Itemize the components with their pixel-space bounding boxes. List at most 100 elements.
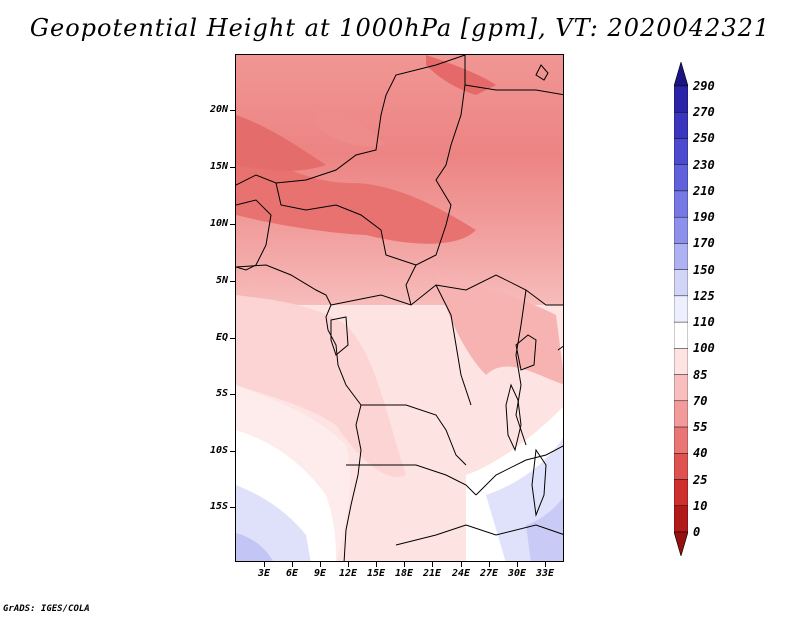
- colorbar-label: 85: [693, 367, 708, 382]
- lon-tick: [376, 562, 377, 567]
- lon-tick: [489, 562, 490, 567]
- colorbar-segment: [674, 348, 688, 375]
- border-equatorial-guinea: [330, 316, 349, 356]
- lon-label-3e: 3E: [257, 568, 271, 579]
- colorbar-label: 25: [693, 472, 708, 487]
- colorbar-segment: [674, 374, 688, 402]
- lon-tick: [348, 562, 349, 567]
- lat-tick: [230, 281, 235, 282]
- colorbar-label: 270: [693, 105, 715, 120]
- lon-label-24e: 24E: [451, 568, 471, 579]
- lon-label-30e: 30E: [507, 568, 527, 579]
- border-central-north: [405, 55, 466, 306]
- colorbar-segment: [674, 269, 688, 297]
- grads-credit: GrADS: IGES/COLA: [3, 604, 90, 614]
- colorbar-segment: [674, 400, 688, 428]
- colorbar-label: 70: [693, 393, 708, 408]
- colorbar-segment: [674, 112, 688, 139]
- colorbar-label: 55: [693, 420, 708, 435]
- lon-label-12e: 12E: [338, 568, 358, 579]
- lon-label-33e: 33E: [535, 568, 555, 579]
- colorbar-cap-top: [674, 62, 688, 87]
- field-east-medium: [436, 275, 563, 385]
- lon-label-15e: 15E: [366, 568, 386, 579]
- border-great-lakes: [515, 289, 527, 446]
- field-core-inner: [316, 105, 386, 147]
- lat-tick: [230, 224, 235, 225]
- border-sahel: [275, 182, 417, 266]
- colorbar-label: 290: [693, 79, 715, 93]
- colorbar-label: 0: [693, 525, 701, 539]
- lon-tick: [320, 562, 321, 567]
- lat-label-15n: 15N: [209, 161, 228, 172]
- lake-malawi: [531, 448, 547, 517]
- lon-label-9e: 9E: [313, 568, 327, 579]
- colorbar-label: 190: [693, 210, 715, 225]
- lat-tick: [230, 167, 235, 168]
- field-core-north: [426, 55, 496, 95]
- lon-label-21e: 21E: [422, 568, 442, 579]
- lon-label-6e: 6E: [285, 568, 299, 579]
- lat-label-10s: 10S: [209, 445, 228, 456]
- lat-label-eq: EQ: [215, 332, 228, 343]
- border-drc-east: [435, 284, 472, 406]
- colorbar-segment: [674, 243, 688, 270]
- lat-label-15s: 15S: [209, 501, 228, 512]
- colorbar-segment: [674, 479, 688, 506]
- colorbar-label: 170: [693, 236, 715, 251]
- colorbar-segment: [674, 190, 688, 218]
- lat-tick: [230, 507, 235, 508]
- border-sahara: [236, 55, 466, 186]
- lat-tick: [230, 394, 235, 395]
- lat-label-20n: 20N: [209, 104, 228, 115]
- coast-east: [557, 345, 563, 351]
- colorbar-segment: [674, 216, 688, 244]
- lat-label-5n: 5N: [215, 275, 228, 286]
- lat-tick: [230, 338, 235, 339]
- coast-atlantic-south: [343, 404, 362, 561]
- map-plot-area: [235, 54, 564, 562]
- colorbar-label: 250: [693, 131, 715, 146]
- colorbar-segment: [674, 426, 688, 454]
- lat-tick: [230, 110, 235, 111]
- colorbar-segment: [674, 321, 688, 349]
- field-core-central: [236, 145, 476, 244]
- border-congo-angola: [361, 404, 467, 466]
- colorbar-segment: [674, 453, 688, 480]
- coast-red-sea: [535, 64, 549, 81]
- lat-tick: [230, 451, 235, 452]
- height-field-map: [236, 55, 563, 561]
- colorbar-label: 150: [693, 262, 715, 277]
- lon-label-18e: 18E: [394, 568, 414, 579]
- colorbar-label: 100: [693, 341, 715, 356]
- colorbar-cap-bottom: [674, 531, 688, 556]
- colorbar-segment: [674, 505, 688, 533]
- colorbar-label: 230: [693, 157, 715, 172]
- lon-tick: [545, 562, 546, 567]
- lon-tick: [264, 562, 265, 567]
- border-angola-zambia: [346, 464, 477, 496]
- colorbar-label: 210: [693, 183, 715, 198]
- colorbar-label: 125: [693, 288, 715, 303]
- field-core-west: [236, 115, 326, 171]
- colorbar-segment: [674, 295, 688, 323]
- colorbar-segment: [674, 164, 688, 192]
- colorbar-segment: [674, 138, 688, 165]
- colorbar-label: 40: [693, 446, 708, 461]
- lon-tick: [292, 562, 293, 567]
- lake-victoria: [515, 334, 537, 371]
- lon-tick: [432, 562, 433, 567]
- lon-tick: [517, 562, 518, 567]
- lat-label-5s: 5S: [215, 388, 228, 399]
- borders: [236, 55, 563, 561]
- border-west-coast: [236, 199, 272, 271]
- chart-title: Geopotential Height at 1000hPa [gpm], VT…: [29, 14, 771, 42]
- field-southwest-blue: [236, 533, 273, 561]
- colorbar-label: 110: [693, 315, 715, 330]
- lake-tanganyika: [505, 383, 522, 452]
- lat-label-10n: 10N: [209, 218, 228, 229]
- border-northeast: [464, 84, 563, 96]
- field-southeast-blue: [526, 497, 563, 561]
- colorbar: [674, 62, 688, 556]
- colorbar-segment: [674, 85, 688, 113]
